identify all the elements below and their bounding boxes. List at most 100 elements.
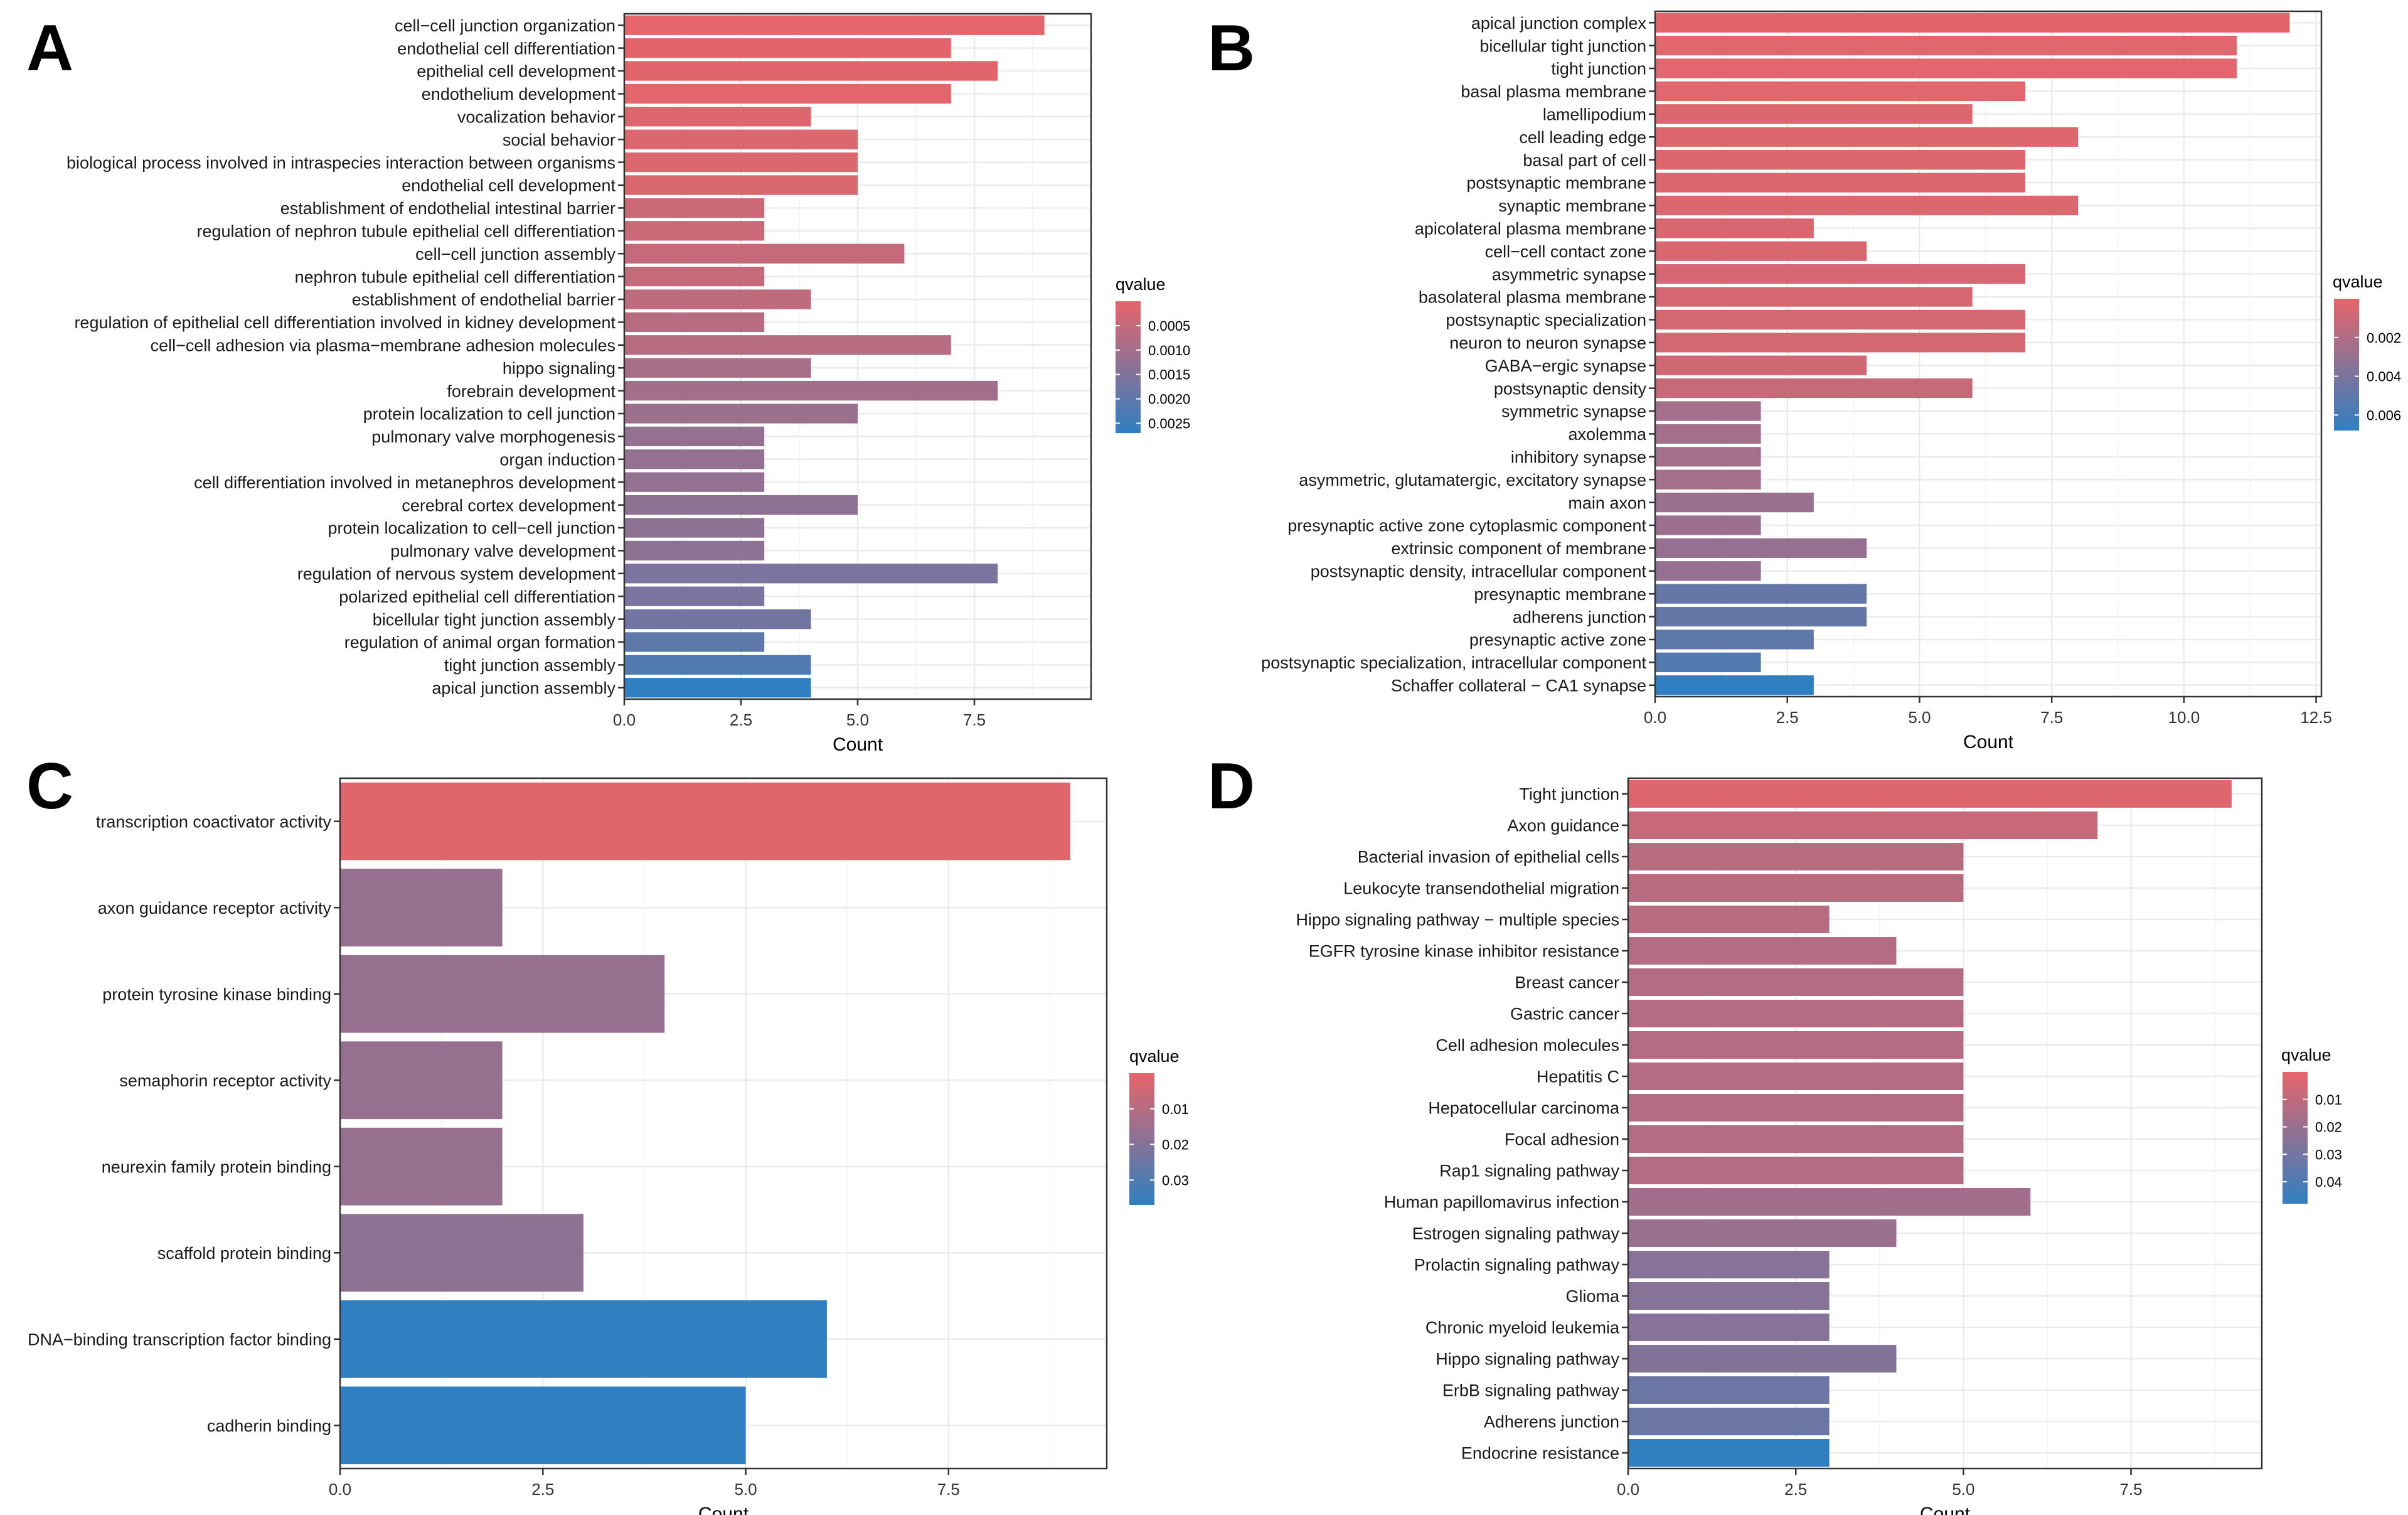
- bar: [1655, 173, 2025, 193]
- category-label: synaptic membrane: [1498, 196, 1646, 215]
- bar: [1655, 13, 2290, 33]
- bar: [624, 380, 998, 401]
- bar: [624, 129, 858, 149]
- bar: [624, 655, 811, 675]
- x-tick-label: 0.0: [329, 1480, 351, 1499]
- bar: [624, 289, 811, 309]
- category-label: basolateral plasma membrane: [1419, 288, 1646, 307]
- category-label: Breast cancer: [1515, 973, 1619, 992]
- category-label: ErbB signaling pathway: [1442, 1381, 1620, 1400]
- panel-label: A: [26, 12, 73, 85]
- category-label: bicellular tight junction: [1479, 36, 1646, 55]
- bar: [1655, 447, 1761, 467]
- colorbar-tick-label: 0.002: [2367, 330, 2401, 346]
- category-label: pulmonary valve development: [390, 542, 615, 560]
- category-label: asymmetric synapse: [1492, 265, 1646, 284]
- category-label: apical junction complex: [1471, 14, 1647, 33]
- bar: [624, 107, 811, 127]
- bar: [1655, 81, 2025, 102]
- bar: [1628, 1063, 1964, 1090]
- bar: [340, 782, 1070, 860]
- category-label: presynaptic active zone cytoplasmic comp…: [1287, 517, 1646, 535]
- category-label: presynaptic membrane: [1474, 585, 1646, 604]
- bar: [1628, 1345, 1897, 1373]
- colorbar-tick-label: 0.0020: [1148, 392, 1190, 407]
- category-label: forebrain development: [447, 382, 615, 400]
- category-label: postsynaptic specialization, intracellul…: [1261, 653, 1646, 672]
- category-label: lamellipodium: [1543, 105, 1646, 124]
- bar: [1628, 937, 1897, 965]
- colorbar-title: qvalue: [2281, 1046, 2331, 1064]
- category-label: Focal adhesion: [1505, 1130, 1619, 1149]
- bar: [1655, 241, 1867, 261]
- category-label: Hippo signaling pathway: [1436, 1350, 1619, 1369]
- category-label: adherens junction: [1513, 608, 1646, 626]
- bar: [1655, 584, 1867, 604]
- category-label: cell−cell contact zone: [1485, 242, 1646, 261]
- bar: [340, 955, 665, 1033]
- colorbar-tick-label: 0.02: [2315, 1120, 2342, 1135]
- bar: [1655, 264, 2025, 284]
- category-label: Hippo signaling pathway − multiple speci…: [1296, 911, 1619, 929]
- category-label: Gastric cancer: [1510, 1005, 1619, 1024]
- category-label: Prolactin signaling pathway: [1414, 1256, 1620, 1275]
- x-tick-label: 7.5: [937, 1480, 960, 1499]
- category-label: cerebral cortex development: [402, 496, 615, 515]
- category-label: cell−cell junction organization: [395, 16, 615, 35]
- category-label: regulation of nephron tubule epithelial …: [197, 222, 615, 241]
- bar: [1655, 35, 2237, 56]
- bar: [1655, 378, 1973, 399]
- panel-label: B: [1208, 12, 1255, 85]
- category-label: Adherens junction: [1484, 1413, 1619, 1432]
- category-label: Chronic myeloid leukemia: [1425, 1319, 1620, 1337]
- category-label: pulmonary valve morphogenesis: [371, 427, 615, 446]
- bar: [1655, 355, 1867, 375]
- category-label: protein tyrosine kinase binding: [102, 985, 331, 1004]
- category-label: Glioma: [1565, 1287, 1620, 1306]
- bar: [624, 312, 765, 333]
- category-label: regulation of epithelial cell differenti…: [74, 313, 615, 332]
- category-label: tight junction assembly: [444, 656, 616, 675]
- x-tick-label: 7.5: [963, 710, 986, 729]
- category-label: Human papillomavirus infection: [1384, 1193, 1619, 1212]
- bar: [1628, 1157, 1964, 1184]
- bar: [1628, 968, 1964, 996]
- bar: [1628, 1439, 1830, 1467]
- bar: [1628, 1094, 1964, 1122]
- bar: [1655, 675, 1814, 695]
- bar: [1628, 1219, 1897, 1247]
- bar: [340, 869, 503, 947]
- category-label: postsynaptic density: [1494, 379, 1647, 398]
- bar: [624, 358, 811, 378]
- x-axis-label: Count: [698, 1504, 749, 1515]
- category-label: neuron to neuron synapse: [1449, 334, 1646, 353]
- x-tick-label: 2.5: [1784, 1480, 1807, 1499]
- bar: [1655, 218, 1814, 238]
- category-label: Hepatocellular carcinoma: [1428, 1099, 1620, 1118]
- category-label: symmetric synapse: [1501, 402, 1646, 421]
- x-tick-label: 5.0: [846, 710, 869, 729]
- bar: [1628, 1000, 1964, 1027]
- category-label: nephron tubule epithelial cell different…: [295, 267, 615, 286]
- bar: [624, 632, 765, 652]
- bar: [624, 61, 998, 81]
- bar: [1628, 1125, 1964, 1153]
- bar: [624, 244, 905, 264]
- bar: [1628, 906, 1830, 933]
- colorbar-tick-label: 0.01: [2315, 1092, 2342, 1108]
- bar: [1628, 1314, 1830, 1341]
- bar: [340, 1041, 503, 1120]
- category-label: basal part of cell: [1523, 151, 1646, 169]
- category-label: bicellular tight junction assembly: [373, 610, 616, 629]
- bar: [624, 472, 765, 492]
- bar: [624, 175, 858, 195]
- colorbar-title: qvalue: [2333, 272, 2383, 291]
- category-label: hippo signaling: [503, 359, 615, 378]
- category-label: cadherin binding: [207, 1416, 331, 1435]
- bar: [624, 426, 765, 447]
- bar: [624, 518, 765, 538]
- bar: [624, 678, 811, 698]
- bar: [1628, 811, 2098, 839]
